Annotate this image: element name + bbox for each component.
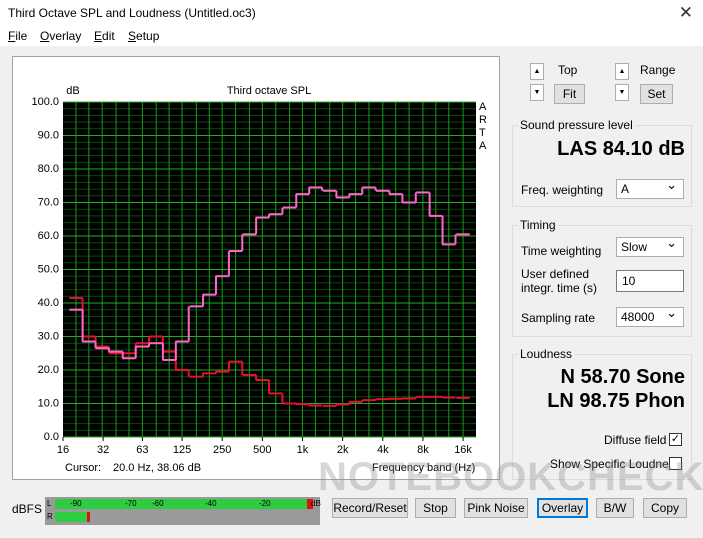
button[interactable]: Stop	[415, 498, 456, 518]
cursor-value: 20.0 Hz, 38.06 dB	[113, 462, 201, 474]
x-tick-label: 500	[253, 444, 271, 456]
button[interactable]: Record/Reset	[332, 498, 408, 518]
meter-scale: -60	[152, 499, 164, 508]
x-tick-label: 63	[136, 444, 148, 456]
chart: dB Third octave SPL Cursor: 20.0 Hz, 38.…	[31, 85, 476, 474]
x-tick-label: 1k	[297, 444, 309, 456]
menu-item[interactable]: File	[8, 29, 28, 43]
top-down[interactable]: ▼	[530, 84, 544, 101]
channel-label: L	[47, 499, 52, 508]
timing-group	[512, 225, 692, 337]
show-specific-checkbox[interactable]	[669, 457, 682, 470]
x-tick-label: 2k	[337, 444, 349, 456]
y-tick-label: 20.0	[38, 364, 59, 376]
group-title: Timing	[518, 218, 558, 232]
cursor-label: Cursor:	[65, 462, 101, 474]
x-axis-label: Frequency band (Hz)	[372, 462, 475, 474]
channel-label: R	[47, 512, 53, 521]
fit-button[interactable]: Fit	[554, 84, 585, 104]
button[interactable]: B/W	[596, 498, 634, 518]
button[interactable]: Pink Noise	[464, 498, 528, 518]
window-title: Third Octave SPL and Loudness (Untitled.…	[8, 6, 256, 20]
y-tick-label: 50.0	[38, 263, 59, 275]
x-tick-label: 16k	[454, 444, 472, 456]
y-tick-label: 100.0	[31, 96, 59, 108]
y-tick-label: 70.0	[38, 196, 59, 208]
checkbox-label: Show Specific Loudness	[550, 457, 681, 471]
y-tick-label: 90.0	[38, 129, 59, 141]
chart-panel: dB Third octave SPL Cursor: 20.0 Hz, 38.…	[12, 56, 500, 480]
diffuse-field-checkbox[interactable]: ✓	[669, 433, 682, 446]
menu-item[interactable]: Edit	[94, 29, 115, 43]
group-title: Loudness	[518, 347, 575, 361]
menu-item[interactable]: Setup	[128, 29, 160, 43]
menu-bar	[0, 28, 703, 46]
meter-scale: -40	[205, 499, 217, 508]
meter-bar-r	[55, 512, 87, 522]
loudness-ln: LN 98.75 Phon	[547, 390, 685, 412]
spl-reading: LAS 84.10 dB	[557, 138, 685, 160]
group-title: Sound pressure level	[518, 118, 635, 132]
range-label: Range	[640, 63, 676, 77]
meter-scale: dB	[311, 499, 321, 508]
meter-label: dBFS	[12, 502, 43, 516]
x-tick-label: 125	[173, 444, 191, 456]
watermark: NOTEBOOKCHECK	[318, 455, 703, 499]
button[interactable]: Copy	[643, 498, 687, 518]
x-tick-label: 250	[213, 444, 231, 456]
loudness-group	[512, 354, 692, 480]
button[interactable]: Overlay	[537, 498, 588, 518]
sampling-rate-select[interactable]: 48000	[616, 304, 684, 327]
x-tick-label: 16	[57, 444, 69, 456]
y-tick-label: 0.0	[44, 431, 59, 443]
time-weighting-select[interactable]: Slow	[616, 234, 684, 257]
chart-title: Third octave SPL	[227, 85, 311, 97]
x-tick-label: 4k	[377, 444, 389, 456]
x-tick-label: 32	[97, 444, 109, 456]
meter-scale: -90	[70, 499, 82, 508]
field-label: Freq. weighting	[521, 183, 604, 197]
meter-peak-r	[87, 512, 90, 522]
field-label: integr. time (s)	[521, 281, 598, 295]
close-button[interactable]: ✕	[678, 3, 693, 22]
meter-peak-l	[307, 499, 313, 509]
meter-bar-l	[55, 499, 313, 509]
meter-scale: -70	[125, 499, 137, 508]
meter-scale: -20	[259, 499, 271, 508]
y-tick-label: 60.0	[38, 230, 59, 242]
side-label: ARTA	[479, 101, 487, 152]
field-label: Time weighting	[521, 244, 602, 258]
range-down[interactable]: ▼	[615, 84, 629, 101]
level-meter: L R -90 -70 -60 -40 -20 dB	[45, 497, 321, 525]
y-unit: dB	[66, 85, 79, 97]
set-button[interactable]: Set	[640, 84, 673, 104]
loudness-n: N 58.70 Sone	[560, 366, 685, 388]
range-up[interactable]: ▲	[615, 63, 629, 80]
y-tick-label: 40.0	[38, 297, 59, 309]
field-label: User defined	[521, 267, 590, 281]
freq-weighting-select[interactable]: A	[616, 176, 684, 199]
integr-time-input[interactable]: 10	[616, 270, 684, 292]
top-label: Top	[558, 63, 578, 77]
y-tick-label: 30.0	[38, 330, 59, 342]
top-up[interactable]: ▲	[530, 63, 544, 80]
field-label: Sampling rate	[521, 311, 596, 325]
menu-item[interactable]: Overlay	[40, 29, 82, 43]
y-tick-label: 80.0	[38, 163, 59, 175]
checkbox-label: Diffuse field	[604, 433, 667, 447]
y-tick-label: 10.0	[38, 397, 59, 409]
title-bar	[0, 0, 703, 28]
x-tick-label: 8k	[417, 444, 429, 456]
